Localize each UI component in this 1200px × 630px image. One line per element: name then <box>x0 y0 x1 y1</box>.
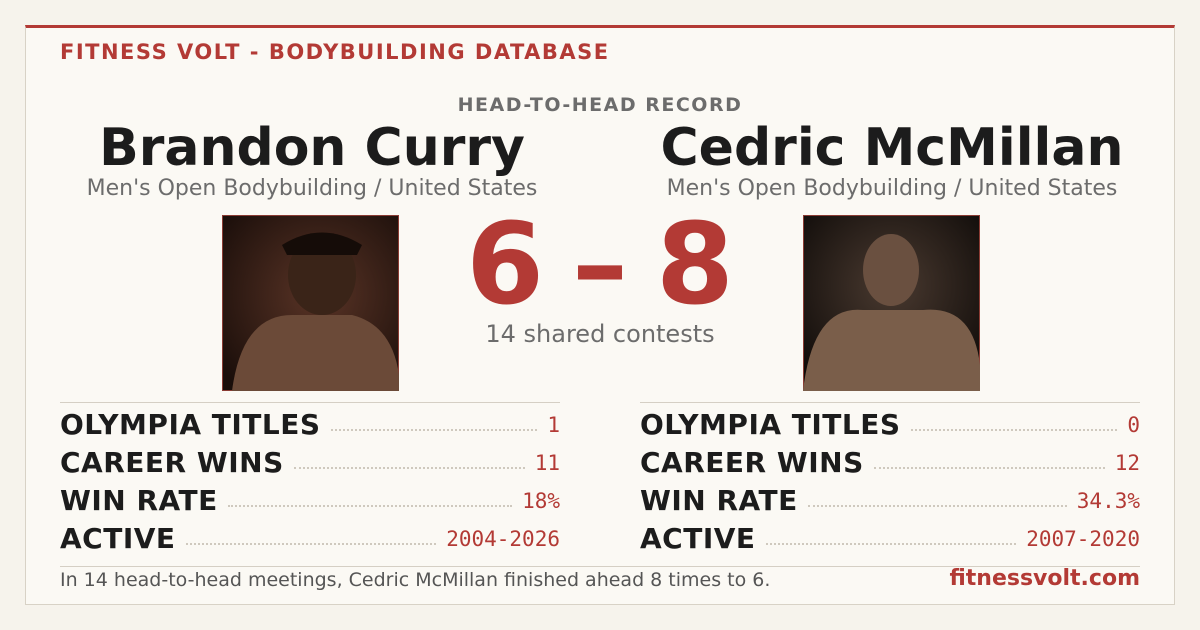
leader-dots <box>873 467 1105 469</box>
stat-row: CAREER WINS 12 <box>640 441 1140 479</box>
stat-value: 2004-2026 <box>446 527 560 551</box>
score-separator: – <box>572 200 628 330</box>
leader-dots <box>227 505 513 507</box>
leader-dots <box>293 467 525 469</box>
stat-row: WIN RATE 18% <box>60 479 560 517</box>
stat-row: ACTIVE 2004-2026 <box>60 517 560 555</box>
summary: In 14 head-to-head meetings, Cedric McMi… <box>60 569 771 591</box>
stat-row: CAREER WINS 11 <box>60 441 560 479</box>
score-right: 8 <box>656 200 734 330</box>
stat-label: WIN RATE <box>640 484 798 517</box>
score: 6–8 <box>400 205 800 325</box>
athlete-division: Men's Open Bodybuilding / United States <box>86 176 538 201</box>
stat-label: OLYMPIA TITLES <box>640 408 901 441</box>
stat-label: WIN RATE <box>60 484 218 517</box>
stat-value: 11 <box>534 451 560 475</box>
athlete-division: Men's Open Bodybuilding / United States <box>666 176 1118 201</box>
athlete-photo <box>222 215 399 391</box>
stat-value: 34.3% <box>1076 489 1140 513</box>
stat-label: ACTIVE <box>640 522 756 555</box>
shared-contests: 14 shared contests <box>485 320 715 348</box>
stat-row: OLYMPIA TITLES 0 <box>640 403 1140 441</box>
athlete-photo <box>803 215 980 391</box>
score-left: 6 <box>466 200 544 330</box>
stat-value: 1 <box>547 413 560 437</box>
stat-value: 12 <box>1114 451 1140 475</box>
stat-value: 0 <box>1127 413 1140 437</box>
stat-label: OLYMPIA TITLES <box>60 408 321 441</box>
leader-dots <box>765 543 1017 545</box>
site-link[interactable]: fitnessvolt.com <box>949 566 1140 591</box>
leader-dots <box>185 543 437 545</box>
card <box>25 25 1175 605</box>
stat-value: 2007-2020 <box>1026 527 1140 551</box>
stat-label: ACTIVE <box>60 522 176 555</box>
leader-dots <box>910 429 1118 431</box>
stat-row: ACTIVE 2007-2020 <box>640 517 1140 555</box>
stats: OLYMPIA TITLES 1 CAREER WINS 11 WIN RATE 18% A… <box>60 402 560 555</box>
stat-label: CAREER WINS <box>640 446 864 479</box>
brand: FITNESS VOLT - BODYBUILDING DATABASE <box>60 40 610 64</box>
athlete-name: Brandon Curry <box>99 118 525 178</box>
divider <box>60 566 1140 567</box>
athlete-name: Cedric McMillan <box>660 118 1124 178</box>
stat-label: CAREER WINS <box>60 446 284 479</box>
stat-row: OLYMPIA TITLES 1 <box>60 403 560 441</box>
stats: OLYMPIA TITLES 0 CAREER WINS 12 WIN RATE 34.3… <box>640 402 1140 555</box>
stat-value: 18% <box>522 489 560 513</box>
leader-dots <box>330 429 538 431</box>
leader-dots <box>807 505 1067 507</box>
record-title: HEAD-TO-HEAD RECORD <box>457 94 743 116</box>
stat-row: WIN RATE 34.3% <box>640 479 1140 517</box>
